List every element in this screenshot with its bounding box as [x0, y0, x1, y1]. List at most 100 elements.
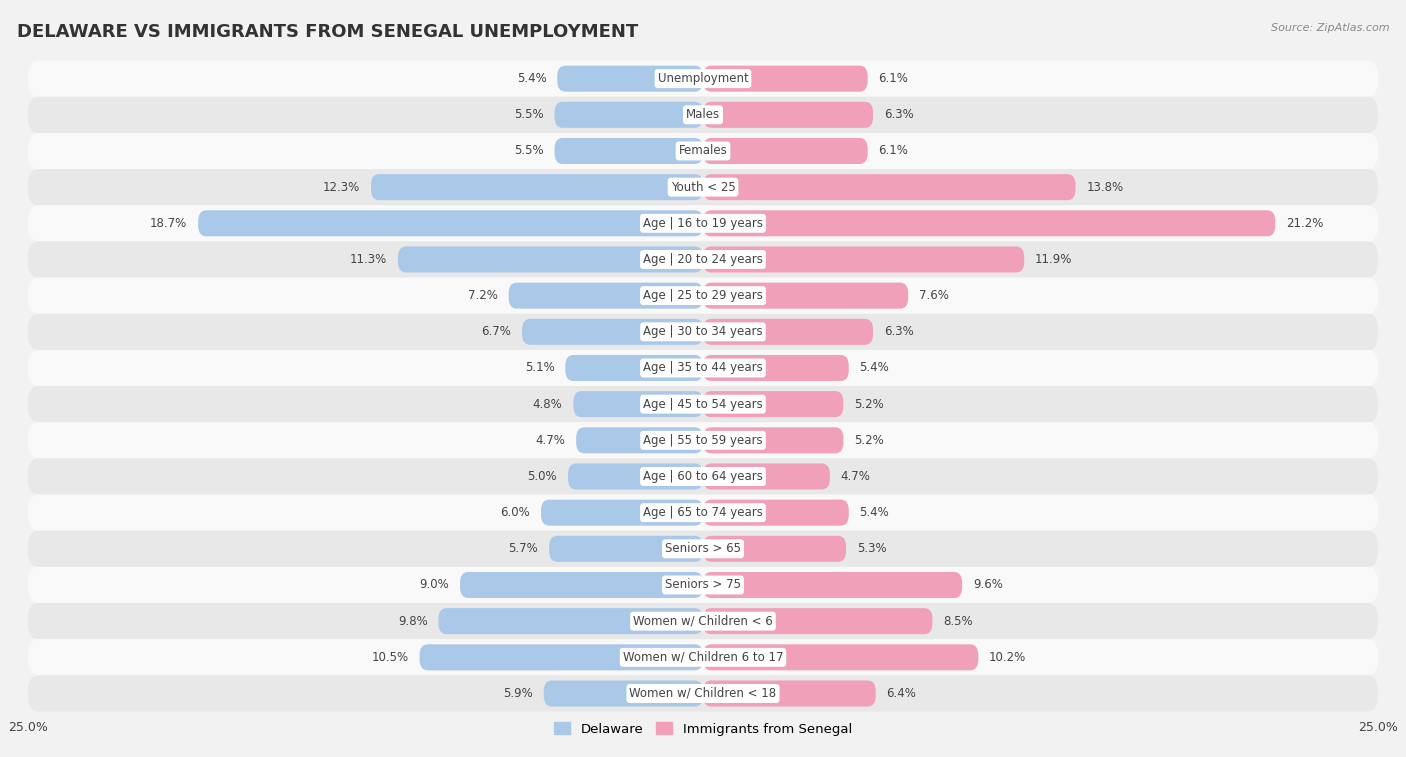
- FancyBboxPatch shape: [28, 313, 1378, 350]
- FancyBboxPatch shape: [703, 427, 844, 453]
- Text: 5.1%: 5.1%: [524, 362, 554, 375]
- FancyBboxPatch shape: [28, 459, 1378, 494]
- Text: Women w/ Children < 18: Women w/ Children < 18: [630, 687, 776, 700]
- Text: 4.8%: 4.8%: [533, 397, 562, 410]
- FancyBboxPatch shape: [28, 603, 1378, 639]
- FancyBboxPatch shape: [565, 355, 703, 381]
- Text: 5.4%: 5.4%: [516, 72, 547, 85]
- Text: Women w/ Children 6 to 17: Women w/ Children 6 to 17: [623, 651, 783, 664]
- FancyBboxPatch shape: [509, 282, 703, 309]
- Text: Age | 35 to 44 years: Age | 35 to 44 years: [643, 362, 763, 375]
- Text: 9.6%: 9.6%: [973, 578, 1002, 591]
- Text: 7.2%: 7.2%: [468, 289, 498, 302]
- Text: 6.3%: 6.3%: [884, 326, 914, 338]
- Text: Unemployment: Unemployment: [658, 72, 748, 85]
- FancyBboxPatch shape: [554, 101, 703, 128]
- Text: 7.6%: 7.6%: [920, 289, 949, 302]
- FancyBboxPatch shape: [28, 169, 1378, 205]
- Text: 8.5%: 8.5%: [943, 615, 973, 628]
- FancyBboxPatch shape: [460, 572, 703, 598]
- Text: Seniors > 75: Seniors > 75: [665, 578, 741, 591]
- Text: Seniors > 65: Seniors > 65: [665, 542, 741, 556]
- Text: Females: Females: [679, 145, 727, 157]
- FancyBboxPatch shape: [419, 644, 703, 671]
- FancyBboxPatch shape: [544, 681, 703, 706]
- FancyBboxPatch shape: [28, 386, 1378, 422]
- FancyBboxPatch shape: [703, 210, 1275, 236]
- Text: DELAWARE VS IMMIGRANTS FROM SENEGAL UNEMPLOYMENT: DELAWARE VS IMMIGRANTS FROM SENEGAL UNEM…: [17, 23, 638, 41]
- Text: 5.2%: 5.2%: [855, 397, 884, 410]
- Text: 13.8%: 13.8%: [1087, 181, 1123, 194]
- FancyBboxPatch shape: [568, 463, 703, 490]
- Text: Males: Males: [686, 108, 720, 121]
- FancyBboxPatch shape: [28, 278, 1378, 313]
- Text: 6.1%: 6.1%: [879, 72, 908, 85]
- Text: Age | 30 to 34 years: Age | 30 to 34 years: [643, 326, 763, 338]
- FancyBboxPatch shape: [28, 567, 1378, 603]
- FancyBboxPatch shape: [28, 133, 1378, 169]
- Text: 5.9%: 5.9%: [503, 687, 533, 700]
- FancyBboxPatch shape: [703, 500, 849, 525]
- Text: 6.0%: 6.0%: [501, 506, 530, 519]
- FancyBboxPatch shape: [28, 241, 1378, 278]
- Text: Age | 16 to 19 years: Age | 16 to 19 years: [643, 217, 763, 230]
- FancyBboxPatch shape: [703, 319, 873, 345]
- FancyBboxPatch shape: [703, 355, 849, 381]
- FancyBboxPatch shape: [198, 210, 703, 236]
- FancyBboxPatch shape: [703, 101, 873, 128]
- FancyBboxPatch shape: [703, 681, 876, 706]
- FancyBboxPatch shape: [398, 247, 703, 273]
- Text: 6.3%: 6.3%: [884, 108, 914, 121]
- Text: 5.3%: 5.3%: [856, 542, 887, 556]
- Text: 4.7%: 4.7%: [841, 470, 870, 483]
- FancyBboxPatch shape: [703, 282, 908, 309]
- Text: Age | 55 to 59 years: Age | 55 to 59 years: [643, 434, 763, 447]
- Text: 6.1%: 6.1%: [879, 145, 908, 157]
- FancyBboxPatch shape: [550, 536, 703, 562]
- FancyBboxPatch shape: [28, 205, 1378, 241]
- FancyBboxPatch shape: [28, 61, 1378, 97]
- Text: 10.5%: 10.5%: [371, 651, 409, 664]
- FancyBboxPatch shape: [541, 500, 703, 525]
- FancyBboxPatch shape: [439, 608, 703, 634]
- Text: Age | 20 to 24 years: Age | 20 to 24 years: [643, 253, 763, 266]
- Text: 11.3%: 11.3%: [350, 253, 387, 266]
- Text: Women w/ Children < 6: Women w/ Children < 6: [633, 615, 773, 628]
- Text: Age | 60 to 64 years: Age | 60 to 64 years: [643, 470, 763, 483]
- FancyBboxPatch shape: [703, 174, 1076, 200]
- FancyBboxPatch shape: [28, 675, 1378, 712]
- FancyBboxPatch shape: [28, 422, 1378, 459]
- FancyBboxPatch shape: [703, 247, 1024, 273]
- FancyBboxPatch shape: [28, 97, 1378, 133]
- Text: 5.5%: 5.5%: [515, 108, 544, 121]
- Text: 10.2%: 10.2%: [990, 651, 1026, 664]
- Text: Source: ZipAtlas.com: Source: ZipAtlas.com: [1271, 23, 1389, 33]
- Text: 5.4%: 5.4%: [859, 506, 890, 519]
- Text: 12.3%: 12.3%: [323, 181, 360, 194]
- FancyBboxPatch shape: [574, 391, 703, 417]
- Legend: Delaware, Immigrants from Senegal: Delaware, Immigrants from Senegal: [548, 717, 858, 741]
- FancyBboxPatch shape: [371, 174, 703, 200]
- Text: 5.2%: 5.2%: [855, 434, 884, 447]
- FancyBboxPatch shape: [28, 350, 1378, 386]
- FancyBboxPatch shape: [703, 536, 846, 562]
- Text: Age | 65 to 74 years: Age | 65 to 74 years: [643, 506, 763, 519]
- FancyBboxPatch shape: [554, 138, 703, 164]
- Text: 11.9%: 11.9%: [1035, 253, 1073, 266]
- Text: 5.7%: 5.7%: [509, 542, 538, 556]
- FancyBboxPatch shape: [28, 531, 1378, 567]
- FancyBboxPatch shape: [703, 608, 932, 634]
- FancyBboxPatch shape: [576, 427, 703, 453]
- FancyBboxPatch shape: [28, 639, 1378, 675]
- Text: 21.2%: 21.2%: [1286, 217, 1323, 230]
- FancyBboxPatch shape: [703, 391, 844, 417]
- FancyBboxPatch shape: [703, 138, 868, 164]
- FancyBboxPatch shape: [557, 66, 703, 92]
- FancyBboxPatch shape: [703, 66, 868, 92]
- Text: 6.7%: 6.7%: [481, 326, 512, 338]
- Text: 9.0%: 9.0%: [419, 578, 450, 591]
- Text: 5.5%: 5.5%: [515, 145, 544, 157]
- FancyBboxPatch shape: [522, 319, 703, 345]
- Text: 6.4%: 6.4%: [887, 687, 917, 700]
- Text: Youth < 25: Youth < 25: [671, 181, 735, 194]
